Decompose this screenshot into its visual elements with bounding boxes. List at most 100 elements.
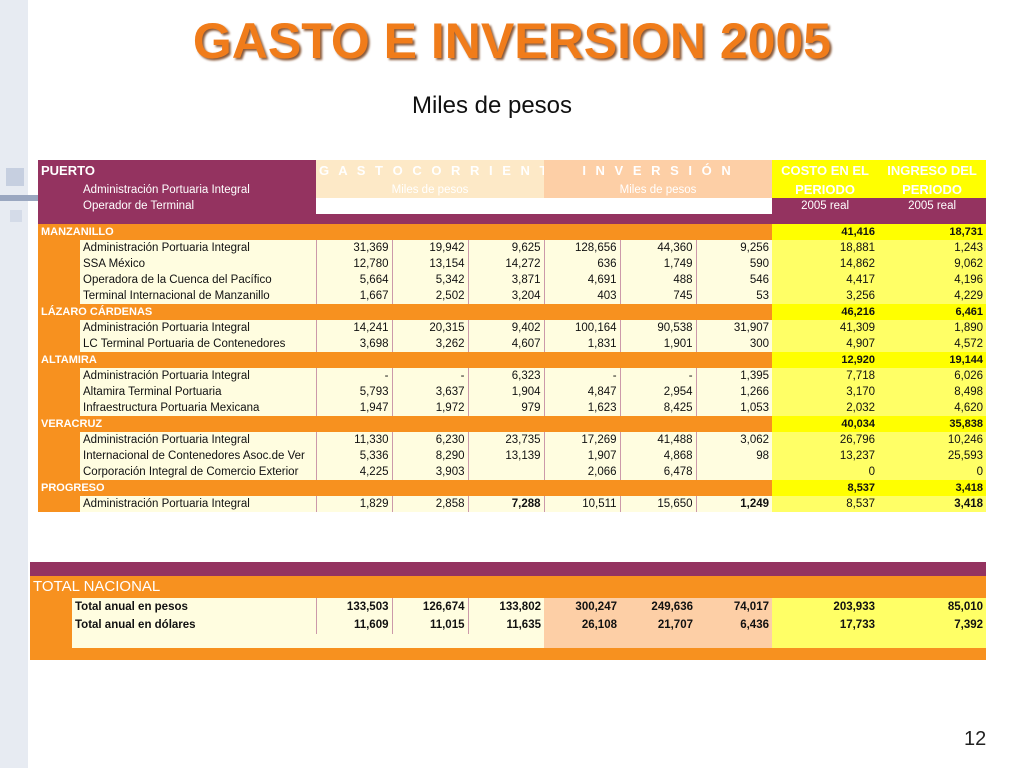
value-cell: 6,230 — [391, 432, 468, 448]
header-costo-2: PERIODO — [772, 182, 879, 198]
value-cell: 1,972 — [391, 400, 468, 416]
operator-name: SSA México — [80, 256, 316, 272]
value-cell: - — [543, 368, 621, 384]
col-header: 2005 real — [468, 198, 545, 214]
value-cell: 1,243 — [878, 240, 987, 256]
blank-cell — [544, 634, 620, 648]
value-cell: 3,204 — [467, 288, 545, 304]
total-value: 203,933 — [772, 598, 878, 616]
table-row: Operadora de la Cuenca del Pacífico 5,664… — [38, 272, 987, 288]
table-row: SSA México 12,780 13,154 14,272 636 1,749 590 1… — [38, 256, 987, 272]
port-costo: 41,416 — [772, 224, 879, 240]
left-decoration-bar — [0, 0, 28, 768]
port-costo: 40,034 — [772, 416, 879, 432]
port-row: VERACRUZ 40,034 35,838 — [38, 416, 987, 432]
row-indent — [30, 616, 72, 634]
port-row: LÁZARO CÁRDENAS 46,216 6,461 — [38, 304, 987, 320]
row-indent — [38, 272, 80, 288]
value-cell: - — [391, 368, 468, 384]
value-cell: 1,749 — [619, 256, 697, 272]
value-cell: 3,698 — [315, 336, 392, 352]
value-cell: 8,290 — [391, 448, 468, 464]
port-row: MANZANILLO 41,416 18,731 — [38, 224, 987, 240]
row-indent — [38, 320, 80, 336]
table-row: Administración Portuaria Integral 11,330 6… — [38, 432, 987, 448]
value-cell: 0 — [772, 464, 879, 480]
operator-name: LC Terminal Portuaria de Contenedores — [80, 336, 316, 352]
value-cell: 300 — [695, 336, 773, 352]
col-header: 2005 real — [544, 198, 621, 214]
value-cell: 12,780 — [315, 256, 392, 272]
value-cell: 1,947 — [315, 400, 392, 416]
row-indent — [30, 598, 72, 616]
value-cell: 9,625 — [467, 240, 545, 256]
table-row: Infraestructura Portuaria Mexicana 1,947 1… — [38, 400, 987, 416]
operator-name: Infraestructura Portuaria Mexicana — [80, 400, 316, 416]
value-cell: 90,538 — [619, 320, 697, 336]
slide-title: GASTO E INVERSION 2005 — [192, 13, 832, 69]
value-cell: 4,607 — [467, 336, 545, 352]
total-value: 126,674 — [391, 598, 468, 616]
port-ingreso: 35,838 — [878, 416, 987, 432]
value-cell: 4,691 — [543, 272, 621, 288]
header-puerto: PUERTO — [41, 163, 95, 178]
value-cell: 26,796 — [772, 432, 879, 448]
table-row: Administración Portuaria Integral 14,241 2… — [38, 320, 987, 336]
value-cell: 9,256 — [695, 240, 773, 256]
header-operador: Operador de Terminal — [83, 200, 195, 212]
row-indent — [38, 464, 80, 480]
total-value: 17,733 — [772, 616, 878, 634]
operator-name: Operadora de la Cuenca del Pacífico — [80, 272, 316, 288]
value-cell: 636 — [543, 256, 621, 272]
value-cell: 7,718 — [772, 368, 879, 384]
port-name: ALTAMIRA — [38, 352, 773, 368]
row-indent — [38, 496, 80, 512]
port-name: LÁZARO CÁRDENAS — [38, 304, 773, 320]
blank-cell — [468, 634, 544, 648]
total-value: 11,635 — [467, 616, 544, 634]
value-cell: 100,164 — [543, 320, 621, 336]
value-cell: 41,488 — [619, 432, 697, 448]
value-cell: 19,942 — [391, 240, 468, 256]
value-cell: 4,229 — [878, 288, 987, 304]
operator-name: Administración Portuaria Integral — [80, 496, 316, 512]
operator-name: Internacional de Contenedores Asoc.de Ve… — [80, 448, 316, 464]
header-ingreso-1: INGRESO DEL — [878, 160, 987, 182]
row-indent — [38, 256, 80, 272]
value-cell: 488 — [619, 272, 697, 288]
value-cell: 17,269 — [543, 432, 621, 448]
value-cell: 1,249 — [695, 496, 773, 512]
total-nacional-table: TOTAL NACIONAL Total anual en pesos 133,5… — [30, 562, 987, 660]
decoration-line — [0, 195, 40, 201]
value-cell: 4,868 — [619, 448, 697, 464]
value-cell: 4,847 — [543, 384, 621, 400]
value-cell: 1,395 — [695, 368, 773, 384]
total-label: Total anual en dólares — [72, 616, 316, 634]
blank-cell — [878, 634, 987, 648]
value-cell: 3,262 — [391, 336, 468, 352]
total-blank-row — [30, 634, 987, 648]
value-cell: 5,336 — [315, 448, 392, 464]
total-value: 85,010 — [878, 598, 987, 616]
col-header: 2006 real — [696, 198, 773, 214]
total-value: 133,802 — [467, 598, 544, 616]
table-row: Administración Portuaria Integral - -6,323… — [38, 368, 987, 384]
total-row: Total anual en dólares 11,609 11,015 11,635… — [30, 616, 987, 634]
total-bottom-row — [30, 648, 987, 660]
slide-subtitle: Miles de pesos — [411, 92, 573, 119]
blank-cell — [696, 634, 772, 648]
value-cell: 31,369 — [315, 240, 392, 256]
value-cell: 6,026 — [878, 368, 987, 384]
row-indent — [38, 448, 80, 464]
value-cell: 4,417 — [772, 272, 879, 288]
value-cell: 1,907 — [543, 448, 621, 464]
value-cell: 8,425 — [619, 400, 697, 416]
port-name: MANZANILLO — [38, 224, 773, 240]
value-cell: 13,139 — [467, 448, 545, 464]
row-indent — [38, 400, 80, 416]
blank-cell — [316, 634, 392, 648]
table-row: Administración Portuaria Integral 1,829 2,… — [38, 496, 987, 512]
blank-cell — [72, 634, 316, 648]
value-cell: 0 — [878, 464, 987, 480]
value-cell: 41,309 — [772, 320, 879, 336]
